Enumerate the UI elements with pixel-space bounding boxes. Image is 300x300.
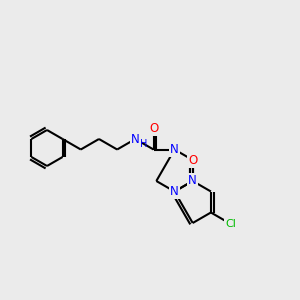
Text: N: N [131,133,140,146]
Text: H: H [140,139,147,149]
Text: O: O [188,154,197,166]
Text: N: N [170,185,179,198]
Text: Cl: Cl [226,219,236,229]
Text: N: N [188,175,197,188]
Text: N: N [170,143,179,156]
Text: O: O [149,122,158,135]
